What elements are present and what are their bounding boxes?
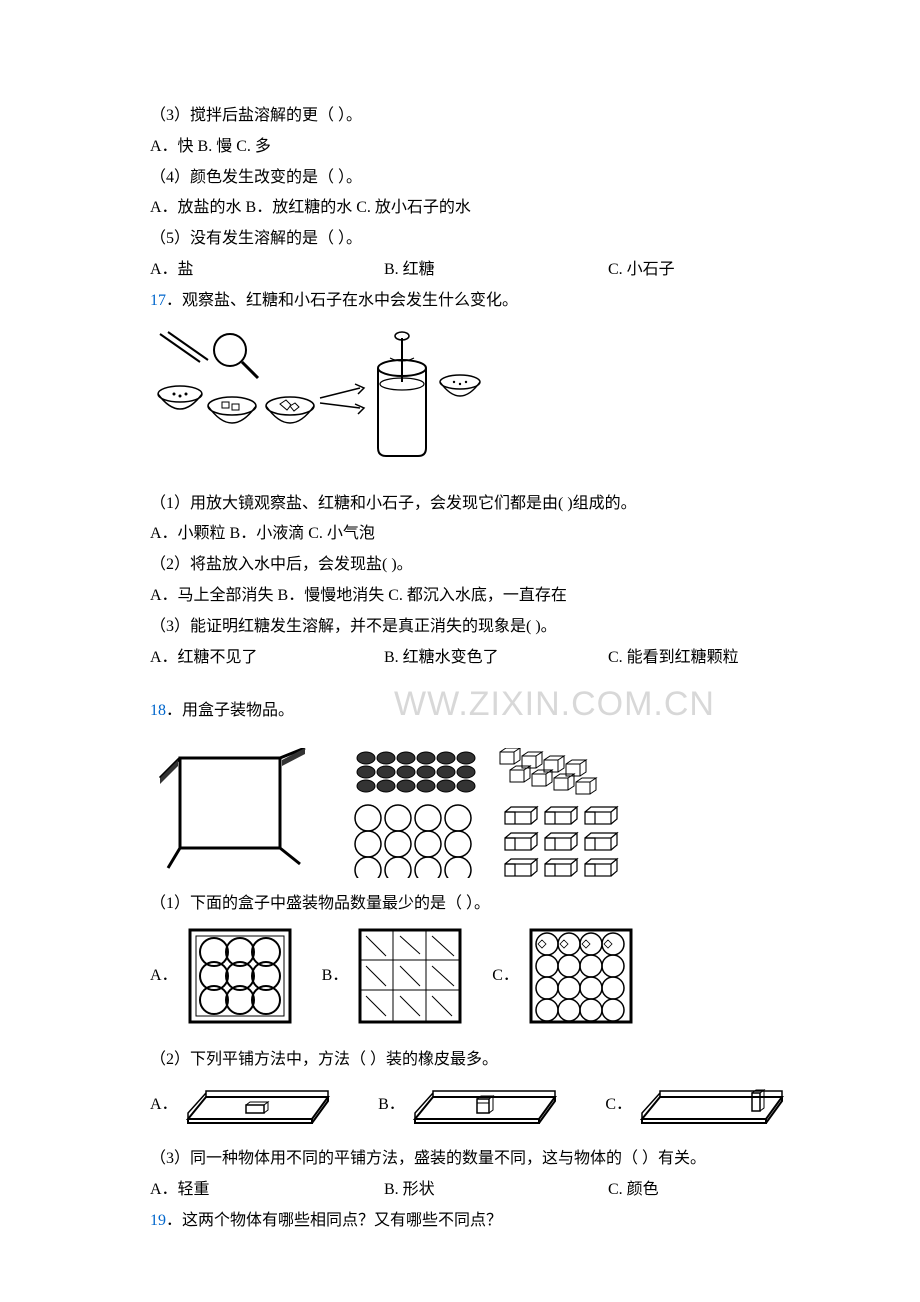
q17-3-options: A．红糖不见了 B. 红糖水变色了 C. 能看到红糖颗粒 [150, 644, 790, 673]
q18-text: ．用盒子装物品。 [166, 702, 294, 719]
q17-num: 17 [150, 292, 166, 309]
q17-1-text: （1）用放大镜观察盐、红糖和小石子，会发现它们都是由( )组成的。 [150, 490, 790, 519]
q16-4-options: A．放盐的水 B．放红糖的水 C. 放小石子的水 [150, 194, 790, 223]
q17-figure [150, 328, 790, 478]
q19-num: 19 [150, 1212, 166, 1229]
q17-3-text: （3）能证明红糖发生溶解，并不是真正消失的现象是( )。 [150, 613, 790, 642]
q18-1-options: A． B． [150, 926, 790, 1026]
q18-2-A-label: A． [150, 1091, 178, 1120]
q18-1-C-label: C． [492, 962, 519, 991]
q18-1-B-label: B． [322, 962, 349, 991]
q18-2-C-label: C． [605, 1091, 632, 1120]
q16-3-options: A．快 B. 慢 C. 多 [150, 133, 790, 162]
q18-3-A: A．轻重 [150, 1176, 380, 1205]
q18-figure [150, 748, 790, 878]
q18-header: 18．用盒子装物品。 WW.ZIXIN.COM.CN [150, 674, 790, 735]
q16-5-A: A．盐 [150, 256, 380, 285]
q16-5-B: B. 红糖 [384, 256, 604, 285]
watermark: WW.ZIXIN.COM.CN [394, 685, 715, 723]
q18-1-B-figure [356, 926, 464, 1026]
q18-2-A-figure [182, 1083, 332, 1127]
q16-5-options: A．盐 B. 红糖 C. 小石子 [150, 256, 790, 285]
q18-2-B-label: B． [378, 1091, 405, 1120]
q18-3-B: B. 形状 [384, 1176, 604, 1205]
q18-1-text: （1）下面的盒子中盛装物品数量最少的是（ ）。 [150, 890, 790, 919]
q17-header: 17．观察盐、红糖和小石子在水中会发生什么变化。 [150, 287, 790, 316]
q18-3-options: A．轻重 B. 形状 C. 颜色 [150, 1176, 790, 1205]
q17-2-text: （2）将盐放入水中后，会发现盐( )。 [150, 551, 790, 580]
q16-4-text: （4）颜色发生改变的是（ ）。 [150, 164, 790, 193]
q17-2-options: A．马上全部消失 B．慢慢地消失 C. 都沉入水底，一直存在 [150, 582, 790, 611]
q18-3-text: （3）同一种物体用不同的平铺方法，盛装的数量不同，这与物体的（ ）有关。 [150, 1145, 790, 1174]
q18-2-options: A． B． C． [150, 1083, 790, 1127]
q18-1-A-figure [186, 926, 294, 1026]
q18-2-text: （2）下列平铺方法中，方法（ ）装的橡皮最多。 [150, 1046, 790, 1075]
q17-1-options: A．小颗粒 B．小液滴 C. 小气泡 [150, 520, 790, 549]
q19-header: 19．这两个物体有哪些相同点？又有哪些不同点？ [150, 1207, 790, 1236]
q18-2-B-figure [409, 1083, 559, 1127]
q16-3-text: （3）搅拌后盐溶解的更（ ）。 [150, 102, 790, 131]
q17-3-C: C. 能看到红糖颗粒 [608, 644, 739, 673]
q18-3-C: C. 颜色 [608, 1176, 659, 1205]
q17-3-B: B. 红糖水变色了 [384, 644, 604, 673]
q19-text: ．这两个物体有哪些相同点？又有哪些不同点？ [166, 1212, 502, 1229]
q18-2-C-figure [636, 1083, 786, 1127]
q18-1-C-figure [527, 926, 635, 1026]
page-container: （3）搅拌后盐溶解的更（ ）。 A．快 B. 慢 C. 多 （4）颜色发生改变的… [0, 0, 920, 1298]
q16-5-C: C. 小石子 [608, 256, 675, 285]
q18-num: 18 [150, 702, 166, 719]
q18-1-A-label: A． [150, 962, 178, 991]
q16-5-text: （5）没有发生溶解的是（ ）。 [150, 225, 790, 254]
q17-text: ．观察盐、红糖和小石子在水中会发生什么变化。 [166, 292, 518, 309]
q17-3-A: A．红糖不见了 [150, 644, 380, 673]
